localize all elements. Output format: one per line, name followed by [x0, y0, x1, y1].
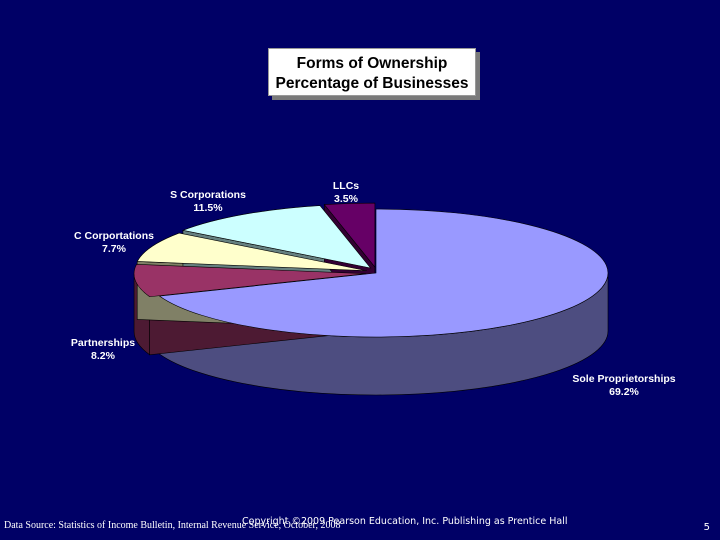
- slice-value-llcs: 3.5%: [334, 193, 358, 205]
- slice-label-llcs: LLCs 3.5%: [322, 180, 370, 206]
- slice-top-3: [181, 205, 372, 269]
- slice-name-s-corporations: S Corporations: [170, 189, 246, 201]
- slice-top-2: [136, 232, 367, 272]
- chart-title-box: Forms of Ownership Percentage of Busines…: [268, 48, 476, 96]
- copyright-note: Copyright ©2009 Pearson Education, Inc. …: [242, 516, 568, 527]
- chart-title-line2: Percentage of Businesses: [275, 75, 469, 92]
- data-source-note: Data Source: Statistics of Income Bullet…: [4, 520, 341, 531]
- slice-top-0: [158, 208, 609, 338]
- slice-name-c-corporations: C Corportations: [74, 230, 154, 242]
- slice-value-partnerships: 8.2%: [91, 350, 115, 362]
- slice-name-sole-proprietorships: Sole Proprietorships: [572, 373, 676, 385]
- slice-value-c-corporations: 7.7%: [102, 243, 126, 255]
- chart-title-line1: Forms of Ownership: [296, 55, 448, 72]
- slice-top-4: [323, 202, 376, 268]
- slice-label-s-corporations: S Corporations 11.5%: [160, 189, 256, 215]
- slice-label-c-corporations: C Corportations 7.7%: [66, 230, 162, 256]
- slice-value-s-corporations: 11.5%: [193, 202, 223, 214]
- slice-top-1: [133, 264, 367, 298]
- slice-name-llcs: LLCs: [332, 180, 360, 192]
- slice-value-sole-proprietorships: 69.2%: [609, 386, 639, 398]
- slice-label-sole-proprietorships: Sole Proprietorships 69.2%: [568, 373, 680, 399]
- slice-label-partnerships: Partnerships 8.2%: [60, 337, 146, 363]
- slice-name-partnerships: Partnerships: [70, 337, 136, 349]
- page-number: 5: [703, 522, 710, 533]
